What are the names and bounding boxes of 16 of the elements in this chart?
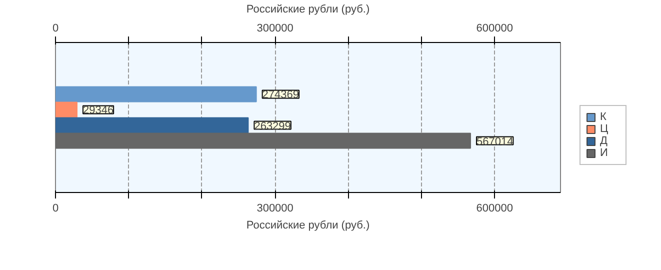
legend-label: И	[600, 147, 609, 159]
legend-label: К	[600, 111, 608, 123]
x2-axis-title: Российские рубли (руб.)	[246, 4, 370, 16]
bar	[56, 117, 249, 134]
bar	[56, 102, 78, 118]
bar	[56, 132, 471, 149]
bar	[56, 86, 257, 102]
x2-tick-label: 600000	[476, 202, 513, 214]
x-tick-label: 0	[52, 22, 59, 34]
legend-label: Ц	[600, 123, 610, 135]
x2-tick-label: 300000	[256, 202, 294, 214]
x-axis-title: Российские рубли (руб.)	[246, 220, 370, 232]
x-tick-label: 300000	[256, 22, 294, 34]
x-tick-label: 600000	[476, 22, 513, 34]
x2-tick-label: 0	[52, 202, 59, 214]
legend-label: Д	[600, 135, 608, 147]
